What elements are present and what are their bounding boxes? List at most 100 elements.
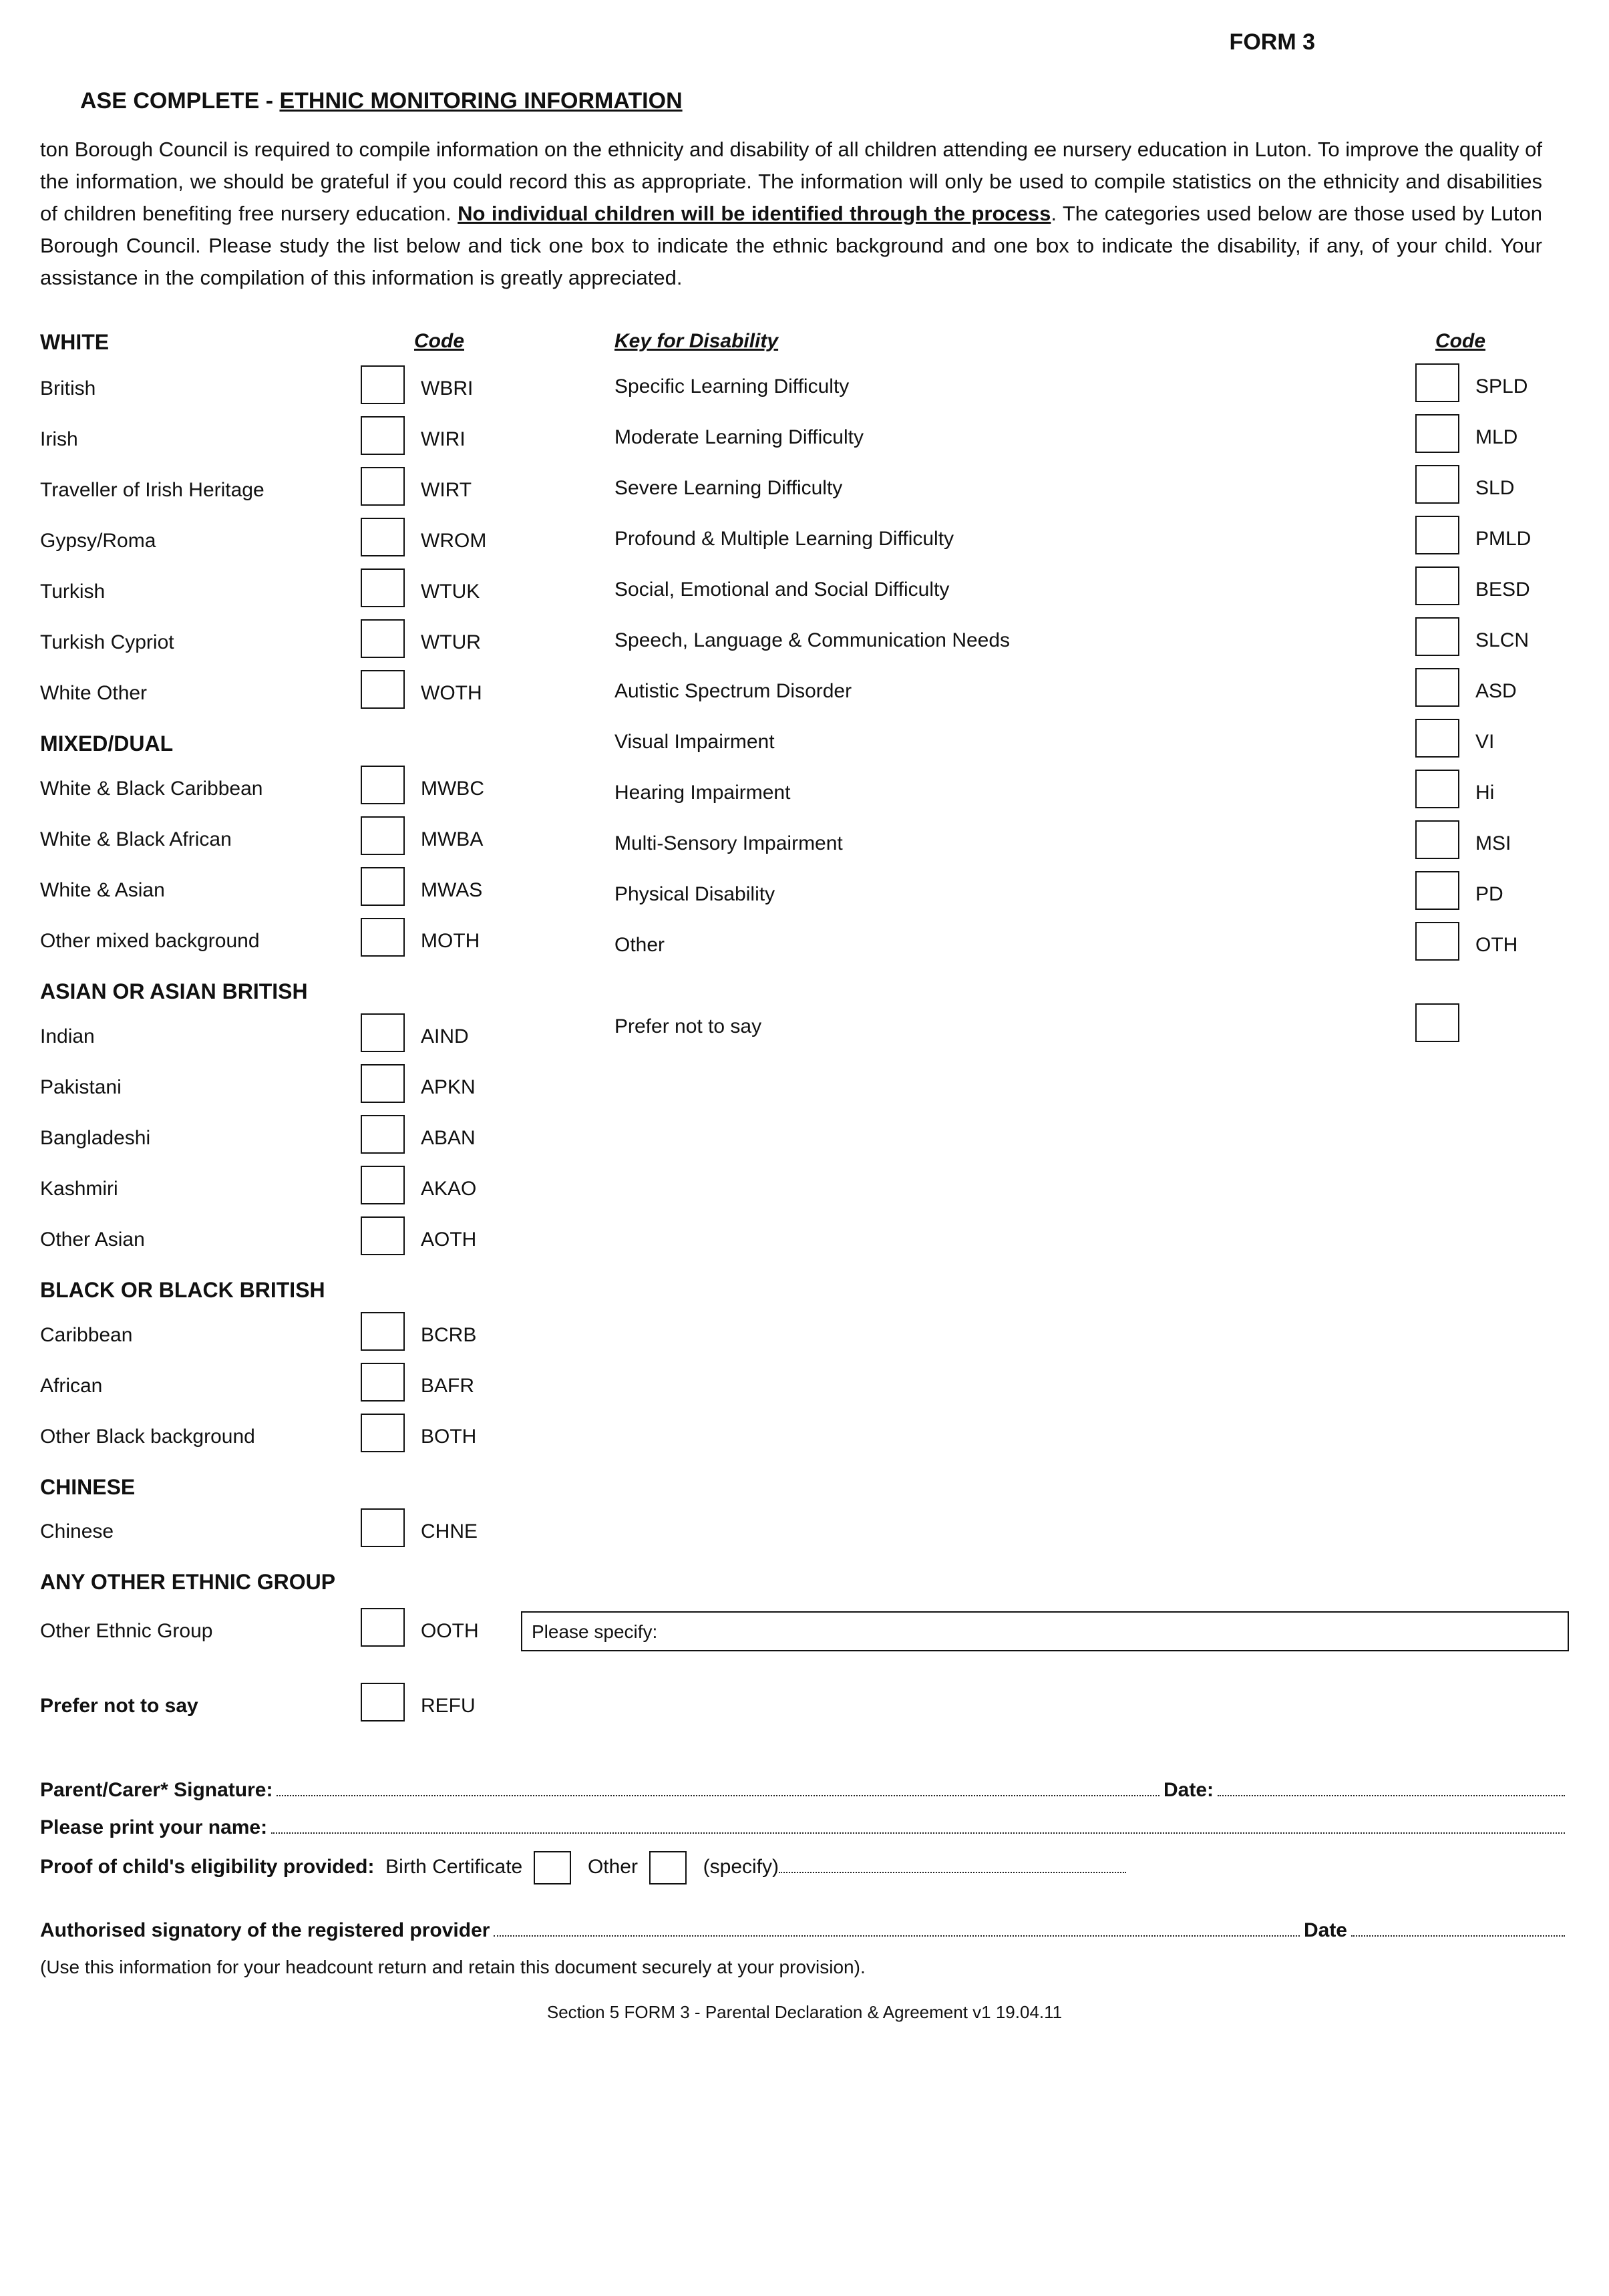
ethnic-checkbox[interactable]	[361, 416, 405, 455]
ethnic-label: Turkish Cypriot	[40, 629, 361, 657]
disability-checkbox[interactable]	[1415, 414, 1459, 453]
disability-row: Profound & Multiple Learning DifficultyP…	[614, 516, 1569, 562]
disability-refuse-checkbox[interactable]	[1415, 1003, 1459, 1042]
disability-refuse-label: Prefer not to say	[614, 1013, 1415, 1041]
ethnic-checkbox[interactable]	[361, 816, 405, 855]
ethnic-label: British	[40, 375, 361, 403]
ethnic-checkbox[interactable]	[361, 1363, 405, 1402]
other-ethnic-checkbox[interactable]	[361, 1608, 405, 1647]
ethnic-label: African	[40, 1372, 361, 1400]
disability-checkbox[interactable]	[1415, 770, 1459, 808]
ethnic-row: AfricanBAFR	[40, 1363, 574, 1410]
disability-column: Key for Disability Code Specific Learnin…	[614, 327, 1569, 1054]
ethnic-refuse-row: Prefer not to say REFU	[40, 1683, 1569, 1730]
ethnic-checkbox[interactable]	[361, 1216, 405, 1255]
disability-code: MLD	[1462, 424, 1569, 452]
ethnic-code: AOTH	[407, 1226, 528, 1254]
ethnic-row: ChineseCHNE	[40, 1508, 574, 1555]
ethnic-label: Irish	[40, 426, 361, 454]
disability-code: PD	[1462, 880, 1569, 909]
auth-signatory-field[interactable]	[494, 1919, 1300, 1937]
ethnic-code: BOTH	[407, 1423, 528, 1451]
parent-signature-field[interactable]	[277, 1778, 1159, 1796]
disability-checkbox[interactable]	[1415, 566, 1459, 605]
ethnic-label: Caribbean	[40, 1321, 361, 1349]
disability-checkbox[interactable]	[1415, 922, 1459, 961]
disability-checkbox[interactable]	[1415, 363, 1459, 402]
ethnic-checkbox[interactable]	[361, 1166, 405, 1204]
disability-checkbox[interactable]	[1415, 719, 1459, 758]
ethnic-checkbox[interactable]	[361, 1508, 405, 1547]
print-name-label: Please print your name:	[40, 1814, 267, 1842]
disability-label: Visual Impairment	[614, 728, 1415, 756]
other-ethnic-specify-input[interactable]: Please specify:	[521, 1611, 1569, 1651]
ethnic-code: APKN	[407, 1074, 528, 1102]
disability-label: Autistic Spectrum Disorder	[614, 677, 1415, 705]
ethnic-checkbox[interactable]	[361, 766, 405, 804]
disability-row: Physical DisabilityPD	[614, 871, 1569, 918]
disability-code: SLD	[1462, 474, 1569, 502]
print-name-field[interactable]	[271, 1816, 1565, 1834]
disability-code: SPLD	[1462, 373, 1569, 401]
disability-checkbox[interactable]	[1415, 617, 1459, 656]
ethnic-checkbox[interactable]	[361, 918, 405, 957]
parent-signature-date-field[interactable]	[1218, 1778, 1565, 1796]
ethnic-refuse-checkbox[interactable]	[361, 1683, 405, 1721]
disability-row: Severe Learning DifficultySLD	[614, 465, 1569, 512]
form-id: FORM 3	[40, 27, 1569, 59]
disability-row: Specific Learning DifficultySPLD	[614, 363, 1569, 410]
parent-signature-date-label: Date:	[1164, 1776, 1214, 1804]
ethnic-checkbox[interactable]	[361, 1013, 405, 1052]
ethnic-label: Turkish	[40, 578, 361, 606]
ethnic-checkbox[interactable]	[361, 518, 405, 556]
disability-row: Speech, Language & Communication NeedsSL…	[614, 617, 1569, 664]
ethnic-row: CaribbeanBCRB	[40, 1312, 574, 1359]
ethnic-row: Turkish WTUK	[40, 568, 574, 615]
ethnic-row: White & AsianMWAS	[40, 867, 574, 914]
ethnic-code: MOTH	[407, 927, 528, 955]
ethnic-checkbox[interactable]	[361, 1312, 405, 1351]
ethnic-checkbox[interactable]	[361, 619, 405, 658]
ethnic-code: AIND	[407, 1023, 528, 1051]
ethnic-checkbox[interactable]	[361, 568, 405, 607]
disability-checkbox[interactable]	[1415, 668, 1459, 707]
ethnic-label: White & Black Caribbean	[40, 775, 361, 803]
ethnic-checkbox[interactable]	[361, 1064, 405, 1103]
proof-birth-checkbox[interactable]	[534, 1851, 571, 1884]
ethnic-row: BritishWBRI	[40, 365, 574, 412]
disability-checkbox[interactable]	[1415, 820, 1459, 859]
ethnic-checkbox[interactable]	[361, 1414, 405, 1452]
disability-key-header: Key for Disability	[614, 327, 1389, 355]
ethnic-checkbox[interactable]	[361, 467, 405, 506]
proof-other-checkbox[interactable]	[649, 1851, 687, 1884]
ethnic-label: Bangladeshi	[40, 1124, 361, 1152]
group-heading-chinese: CHINESE	[40, 1472, 574, 1502]
disability-checkbox[interactable]	[1415, 871, 1459, 910]
proof-specify-field[interactable]	[779, 1872, 1126, 1873]
ethnic-checkbox[interactable]	[361, 1115, 405, 1154]
disability-checkbox[interactable]	[1415, 516, 1459, 554]
disability-label: Hearing Impairment	[614, 779, 1415, 807]
disability-checkbox[interactable]	[1415, 465, 1459, 504]
disability-code: Hi	[1462, 779, 1569, 807]
disability-row: Autistic Spectrum DisorderASD	[614, 668, 1569, 715]
disability-code: BESD	[1462, 576, 1569, 604]
ethnic-label: White & Asian	[40, 876, 361, 905]
ethnic-checkbox[interactable]	[361, 365, 405, 404]
page-title: ASE COMPLETE - ETHNIC MONITORING INFORMA…	[80, 86, 1569, 118]
ethnic-row: White & Black AfricanMWBA	[40, 816, 574, 863]
other-ethnic-row: Other Ethnic Group OOTH Please specify:	[40, 1608, 1569, 1655]
ethnic-label: Chinese	[40, 1518, 361, 1546]
ethnic-code: WTUK	[407, 578, 528, 606]
auth-date-field[interactable]	[1351, 1919, 1565, 1937]
disability-row: Visual ImpairmentVI	[614, 719, 1569, 766]
disability-row: Social, Emotional and Social Difficulty B…	[614, 566, 1569, 613]
ethnic-checkbox[interactable]	[361, 670, 405, 709]
ethnic-label: Indian	[40, 1023, 361, 1051]
ethnic-code: WOTH	[407, 679, 528, 707]
ethnic-checkbox[interactable]	[361, 867, 405, 906]
disability-refuse-row: Prefer not to say	[614, 1003, 1569, 1050]
disability-label: Social, Emotional and Social Difficulty	[614, 576, 1415, 604]
auth-date-label: Date	[1304, 1917, 1347, 1945]
ethnic-label: Pakistani	[40, 1074, 361, 1102]
